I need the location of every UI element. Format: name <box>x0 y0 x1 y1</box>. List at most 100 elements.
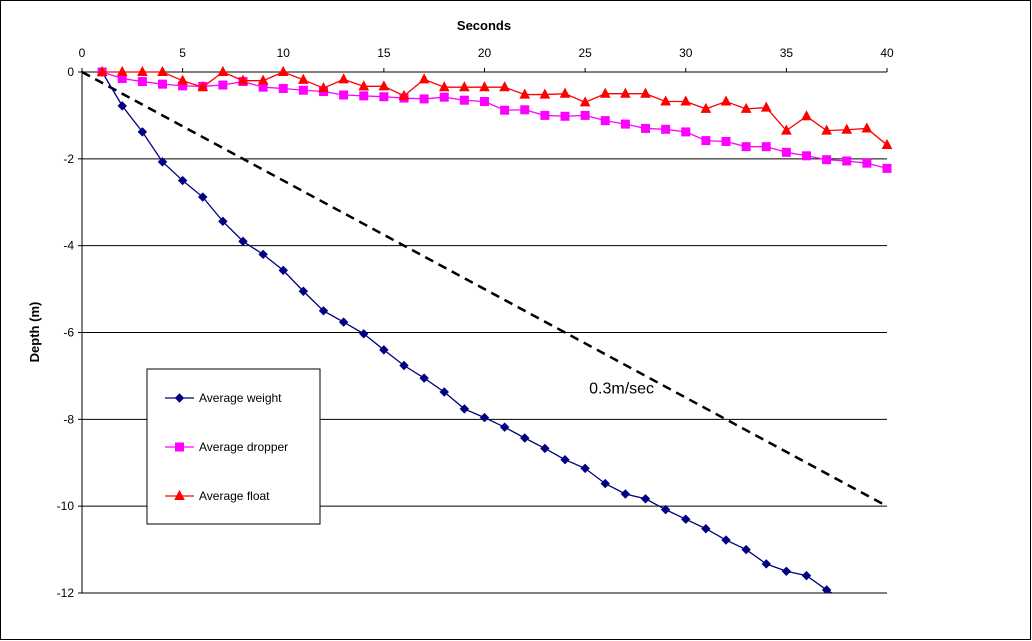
data-point <box>599 87 611 98</box>
data-point <box>419 94 429 104</box>
y-tick-label: 0 <box>67 65 74 79</box>
data-point <box>681 514 691 524</box>
data-point <box>519 88 531 99</box>
data-point <box>741 544 751 555</box>
data-point <box>540 110 550 120</box>
series-line <box>101 71 888 170</box>
data-point <box>600 478 610 489</box>
data-point <box>620 119 630 129</box>
reference-line <box>81 70 888 508</box>
data-point <box>116 65 128 76</box>
data-point <box>559 87 571 98</box>
x-tick-label: 25 <box>578 46 592 60</box>
data-point <box>438 81 450 92</box>
data-point <box>499 81 510 92</box>
data-point <box>681 127 691 137</box>
x-tick-label: 35 <box>780 46 794 60</box>
data-point <box>439 92 449 102</box>
data-point <box>761 559 771 569</box>
data-point <box>318 306 329 316</box>
data-point <box>198 192 208 202</box>
y-tick-label: -2 <box>63 152 74 166</box>
data-point <box>137 65 148 76</box>
legend-label: Average float <box>199 489 270 503</box>
x-tick-label: 40 <box>880 46 894 60</box>
data-point <box>701 524 711 534</box>
data-point <box>600 116 610 126</box>
legend-label: Average dropper <box>199 440 288 454</box>
data-point <box>378 80 390 91</box>
data-point <box>680 95 692 106</box>
data-point <box>721 136 731 146</box>
data-point <box>500 105 510 115</box>
data-point <box>520 105 530 115</box>
data-point <box>580 110 590 120</box>
data-point <box>479 412 490 423</box>
data-point <box>439 387 449 397</box>
data-point <box>700 102 712 113</box>
data-point <box>237 74 249 85</box>
data-point <box>358 80 370 91</box>
x-tick-label: 30 <box>679 46 693 60</box>
legend-marker <box>175 442 184 452</box>
data-point <box>760 101 772 112</box>
data-point <box>721 535 731 545</box>
x-tick-label: 15 <box>377 46 391 60</box>
data-point <box>459 95 469 105</box>
reference-line-0-3m-per-sec <box>81 70 888 508</box>
data-point <box>298 73 309 84</box>
data-point <box>701 136 711 146</box>
data-point <box>480 97 489 107</box>
data-point <box>580 463 590 474</box>
data-point <box>238 236 248 247</box>
legend: Average weight Average dropper Average flo… <box>146 368 321 525</box>
data-point <box>660 504 671 515</box>
data-point <box>862 158 872 168</box>
data-point <box>801 110 812 121</box>
data-point <box>298 286 309 296</box>
data-point <box>278 83 288 93</box>
data-point <box>560 455 570 465</box>
data-point <box>137 127 148 137</box>
data-point <box>881 138 893 149</box>
data-point <box>419 373 429 383</box>
data-point <box>218 80 228 90</box>
x-tick-label: 10 <box>277 46 291 60</box>
data-point <box>821 124 832 135</box>
data-point <box>258 249 268 260</box>
series-average-dropper <box>97 67 892 173</box>
data-point <box>499 422 510 432</box>
y-tick-label: -4 <box>63 239 74 253</box>
data-point <box>459 81 470 92</box>
series-group <box>96 65 893 593</box>
data-point <box>802 151 811 161</box>
legend-marker <box>174 393 185 403</box>
data-point <box>741 142 751 152</box>
y-axis-ticks: 0 -2 -4 -6 -8 -10 -12 <box>57 65 82 600</box>
data-point <box>398 89 410 100</box>
data-point <box>298 85 308 95</box>
data-point <box>379 92 389 102</box>
data-point <box>459 404 470 414</box>
x-axis-ticks: 0 5 10 15 20 25 30 35 40 <box>79 46 894 72</box>
data-point <box>277 65 289 76</box>
data-point <box>157 65 168 76</box>
data-point <box>479 81 490 92</box>
data-point <box>781 147 791 157</box>
data-point <box>399 360 409 371</box>
data-point <box>117 101 127 111</box>
y-tick-label: -12 <box>57 586 75 600</box>
data-point <box>197 81 209 92</box>
data-point <box>257 74 269 85</box>
data-point <box>740 102 752 113</box>
series-line <box>102 71 888 146</box>
data-point <box>579 96 591 107</box>
data-point <box>96 65 108 76</box>
data-point <box>801 570 812 581</box>
data-point <box>660 95 671 106</box>
series-line <box>101 71 834 593</box>
data-point <box>359 91 369 101</box>
legend-label: Average weight <box>199 391 282 405</box>
